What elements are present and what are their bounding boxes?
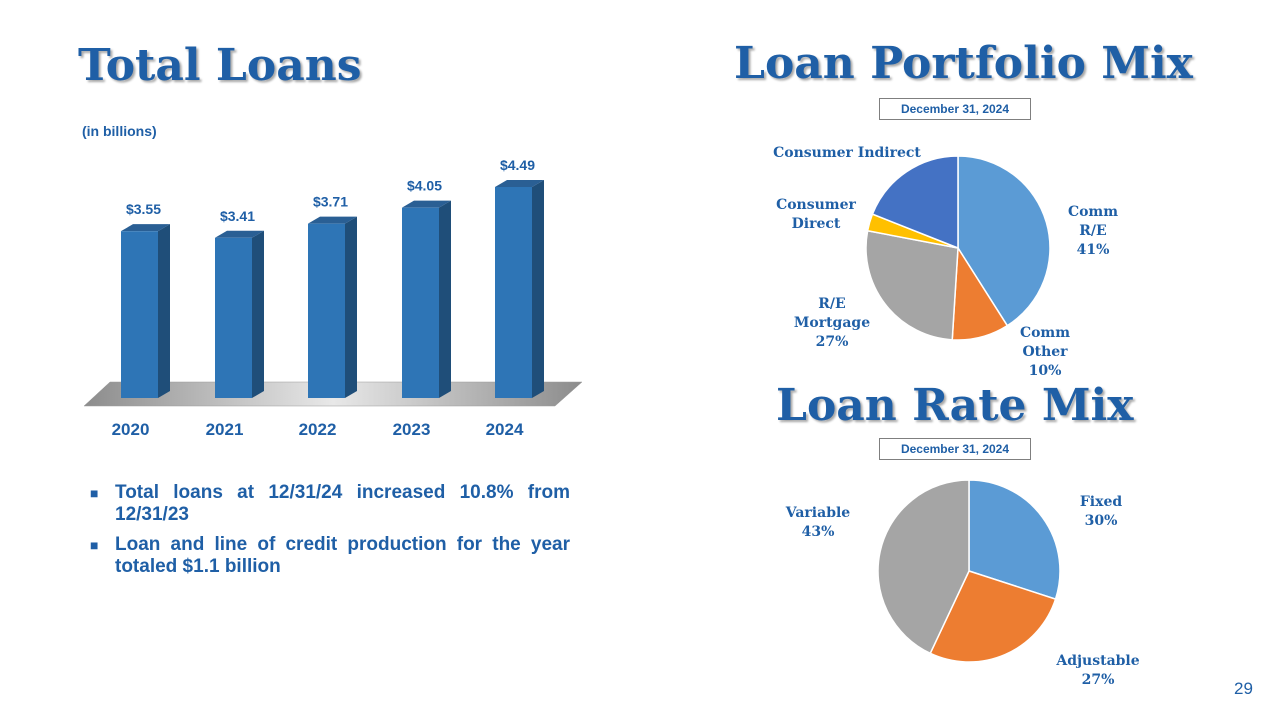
bar-side xyxy=(439,200,451,398)
bullet-text: Loan and line of credit production for t… xyxy=(115,534,570,577)
pie-slice-label: Consumer Indirect xyxy=(773,145,921,161)
bar-value-label: $4.49 xyxy=(500,157,535,173)
pie-slice-label: Comm Other 10% xyxy=(1020,325,1070,379)
rate-mix-title: Loan Rate Mix xyxy=(776,380,1134,431)
rate-mix-date: December 31, 2024 xyxy=(879,438,1031,460)
bar-side xyxy=(345,216,357,398)
x-tick-label: 2024 xyxy=(486,420,524,439)
pie-slice xyxy=(871,155,959,250)
bar xyxy=(308,223,345,398)
bullet-square-icon: ■ xyxy=(90,537,99,553)
bar-value-label: $3.41 xyxy=(220,208,255,224)
pie-slice-label: R/E Mortgage 27% xyxy=(794,296,870,350)
page-number: 29 xyxy=(1234,679,1253,698)
units-note: (in billions) xyxy=(82,123,157,139)
pie-slice xyxy=(865,229,959,341)
bar-top xyxy=(308,216,357,224)
portfolio-mix-title: Loan Portfolio Mix xyxy=(734,38,1193,89)
summary-bullets: ■ Total loans at 12/31/24 increased 10.8%… xyxy=(90,482,570,586)
pie-slice xyxy=(929,570,1057,663)
bar xyxy=(495,187,532,398)
bar-side xyxy=(158,224,170,398)
bar-value-label: $3.55 xyxy=(126,201,161,217)
bar-top xyxy=(215,230,264,238)
bar-value-label: $3.71 xyxy=(313,194,348,210)
pie-slice-label: Fixed 30% xyxy=(1080,494,1123,529)
bar xyxy=(121,231,158,398)
bar-value-label: $4.05 xyxy=(407,178,442,194)
bar xyxy=(402,207,439,398)
bar-side xyxy=(532,180,544,398)
bar-top xyxy=(402,200,451,208)
bullet-square-icon: ■ xyxy=(90,485,99,501)
pie-slice-label: Variable 43% xyxy=(785,505,851,540)
bar-top xyxy=(495,180,544,187)
pie-slice xyxy=(877,479,970,655)
pie-slice xyxy=(968,479,1061,601)
pie-slice-label: Comm R/E 41% xyxy=(1068,204,1118,258)
x-tick-label: 2020 xyxy=(112,420,150,439)
pie-slice-label: Adjustable 27% xyxy=(1055,653,1139,688)
bullet-item: ■ Loan and line of credit production for … xyxy=(90,534,570,578)
bar-side xyxy=(252,230,264,398)
total-loans-title: Total Loans xyxy=(78,40,362,91)
bullet-text: Total loans at 12/31/24 increased 10.8% … xyxy=(115,482,570,525)
bar xyxy=(215,237,252,398)
x-tick-label: 2021 xyxy=(206,420,244,439)
portfolio-mix-date: December 31, 2024 xyxy=(879,98,1031,120)
x-tick-label: 2023 xyxy=(393,420,431,439)
x-tick-label: 2022 xyxy=(299,420,337,439)
bar-top xyxy=(121,224,170,232)
bullet-item: ■ Total loans at 12/31/24 increased 10.8%… xyxy=(90,482,570,526)
pie-slice-label: Consumer Direct xyxy=(776,197,856,232)
